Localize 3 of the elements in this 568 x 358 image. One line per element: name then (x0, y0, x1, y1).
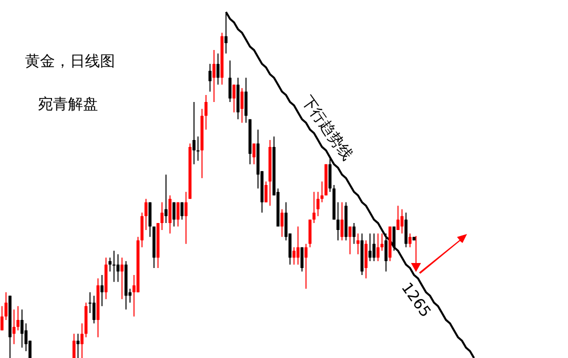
annotation: 下行趋势线 (298, 92, 357, 164)
text: 宛青解盘 (38, 95, 98, 113)
text: 黄金，日线图 (25, 52, 115, 70)
